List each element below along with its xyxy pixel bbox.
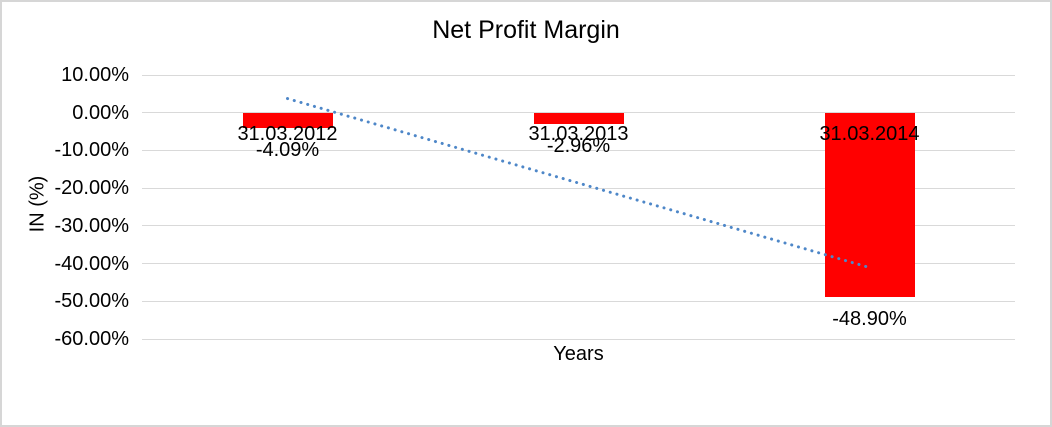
value-label: -48.90%: [832, 308, 907, 331]
y-tick-label: -40.00%: [54, 252, 130, 275]
gridline: [142, 300, 1015, 302]
x-axis-title: Years: [553, 343, 604, 365]
gridline: [142, 338, 1015, 340]
value-label: -2.96%: [546, 134, 611, 157]
y-tick-label: -50.00%: [54, 290, 130, 313]
y-tick-label: -60.00%: [54, 328, 130, 350]
category-label: 31.03.2014: [819, 122, 920, 145]
value-label: -4.09%: [255, 139, 320, 162]
y-tick-label: -10.00%: [54, 139, 130, 162]
y-tick-label: -30.00%: [54, 214, 130, 237]
y-tick-label: 0.00%: [72, 101, 129, 124]
chart-title: Net Profit Margin: [432, 16, 620, 44]
y-tick-label: 10.00%: [61, 64, 129, 86]
gridline: [142, 74, 1015, 76]
y-tick-label: -20.00%: [54, 177, 130, 200]
